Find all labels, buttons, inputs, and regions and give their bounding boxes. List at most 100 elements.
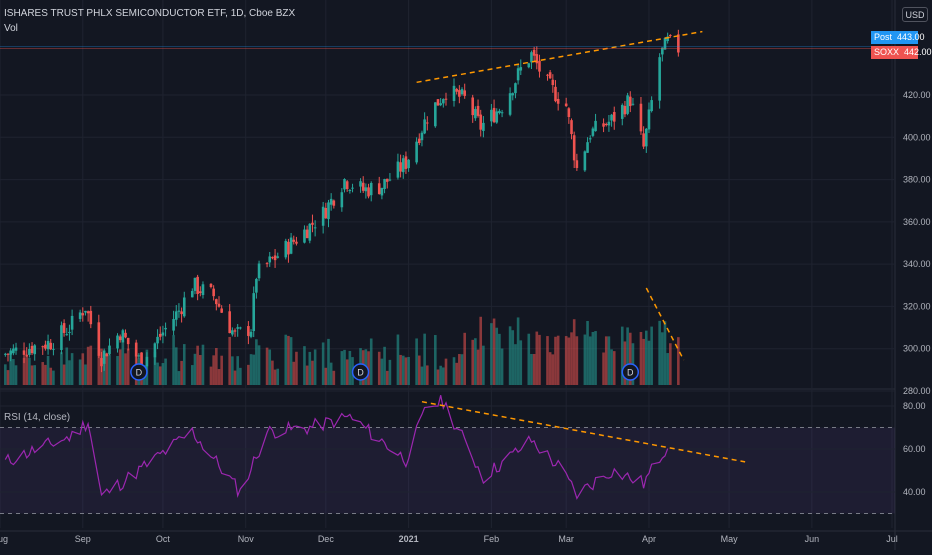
- candle-body: [118, 336, 122, 341]
- post-price-label: Post 443.00: [871, 31, 925, 44]
- price-tick-label: 380.00: [903, 175, 931, 185]
- volume-bar: [476, 349, 480, 385]
- volume-bar: [482, 345, 485, 385]
- volume-bar: [591, 331, 595, 385]
- volume-bar: [340, 351, 344, 385]
- candle-body: [268, 256, 272, 263]
- candle-body: [217, 303, 221, 307]
- candle-body: [6, 353, 10, 355]
- rsi-tick-label: 80.00: [903, 401, 926, 411]
- volume-bar: [586, 320, 589, 385]
- candle-body: [538, 60, 541, 72]
- volume-bar: [247, 364, 250, 385]
- volume-bar: [25, 354, 29, 385]
- candle-body: [174, 311, 178, 320]
- volume-bar: [532, 354, 536, 385]
- candle-body: [401, 158, 405, 173]
- volume-bar: [551, 354, 555, 385]
- volume-bar: [383, 346, 386, 385]
- volume-bar: [220, 355, 223, 385]
- volume-bar: [546, 336, 549, 385]
- candle-body: [479, 114, 483, 130]
- volume-bar: [62, 364, 66, 385]
- volume-bar: [535, 331, 539, 385]
- candle-body: [367, 187, 370, 197]
- candle-body: [33, 345, 37, 355]
- candle-body: [305, 229, 309, 239]
- volume-bar: [399, 354, 402, 385]
- candle-body: [546, 74, 549, 76]
- candle-body: [620, 104, 624, 119]
- candle-body: [388, 179, 392, 181]
- volume-bar: [647, 340, 651, 385]
- candle-body: [52, 348, 55, 350]
- candle-body: [196, 276, 199, 294]
- candle-body: [308, 223, 312, 241]
- volume-bar: [644, 330, 648, 385]
- volume-bar: [4, 364, 7, 385]
- volume-bar: [492, 318, 496, 385]
- volume-bar: [231, 356, 234, 385]
- candle-body: [30, 345, 34, 354]
- candle-body: [257, 263, 261, 279]
- candle-body: [369, 183, 373, 196]
- candle-body: [289, 237, 293, 254]
- candle-body: [442, 99, 445, 104]
- volume-bar: [442, 367, 445, 385]
- volume-bar: [583, 334, 587, 385]
- price-tick-label: 400.00: [903, 132, 931, 142]
- last-price-label: SOXX 442.00: [871, 46, 932, 59]
- candle-body: [62, 323, 66, 333]
- volume-bar: [174, 347, 178, 385]
- volume-bar: [145, 349, 149, 385]
- volume-bar: [407, 356, 410, 385]
- volume-bar: [548, 352, 552, 385]
- dividend-marker-label: D: [627, 368, 634, 378]
- volume-bar: [295, 351, 298, 385]
- volume-bar: [276, 368, 280, 385]
- volume-bar: [677, 337, 680, 385]
- candle-body: [548, 72, 552, 79]
- volume-bar: [610, 349, 613, 385]
- candle-body: [343, 179, 346, 190]
- candle-body: [12, 348, 15, 354]
- volume-bar: [455, 362, 458, 385]
- candle-body: [126, 337, 130, 345]
- candle-body: [644, 128, 648, 147]
- volume-bar: [65, 347, 69, 385]
- candle-body: [383, 179, 386, 190]
- candle-body: [516, 68, 520, 81]
- time-tick-label: Jun: [805, 534, 820, 544]
- volume-bar: [271, 360, 274, 385]
- volume-bar: [303, 346, 306, 385]
- volume-bar: [663, 321, 667, 385]
- volume-bar: [70, 353, 74, 385]
- candle-body: [65, 334, 69, 336]
- volume-bar: [623, 341, 627, 385]
- volume-bar: [6, 370, 10, 385]
- rsi-label: RSI (14, close): [4, 412, 71, 423]
- volume-bar: [626, 327, 629, 385]
- price-tick-label: 360.00: [903, 217, 931, 227]
- volume-bar: [452, 357, 456, 385]
- volume-bar: [46, 355, 50, 385]
- currency-badge[interactable]: USD: [902, 7, 928, 22]
- candle-body: [78, 312, 82, 319]
- candle-body: [407, 159, 410, 169]
- candle-body: [658, 57, 661, 101]
- dividend-marker: [621, 363, 640, 381]
- candle-body: [399, 162, 402, 172]
- candle-body: [476, 105, 480, 116]
- volume-bar: [255, 339, 258, 385]
- volume-bar: [22, 357, 26, 385]
- volume-bar: [639, 331, 643, 385]
- volume-bar: [198, 355, 202, 385]
- volume-bar: [52, 370, 55, 385]
- volume-bar: [265, 347, 269, 385]
- volume-bar: [33, 365, 37, 385]
- volume-bar: [311, 360, 314, 385]
- candle-body: [612, 112, 616, 122]
- candle-body: [434, 102, 437, 127]
- volume-bar: [201, 344, 205, 385]
